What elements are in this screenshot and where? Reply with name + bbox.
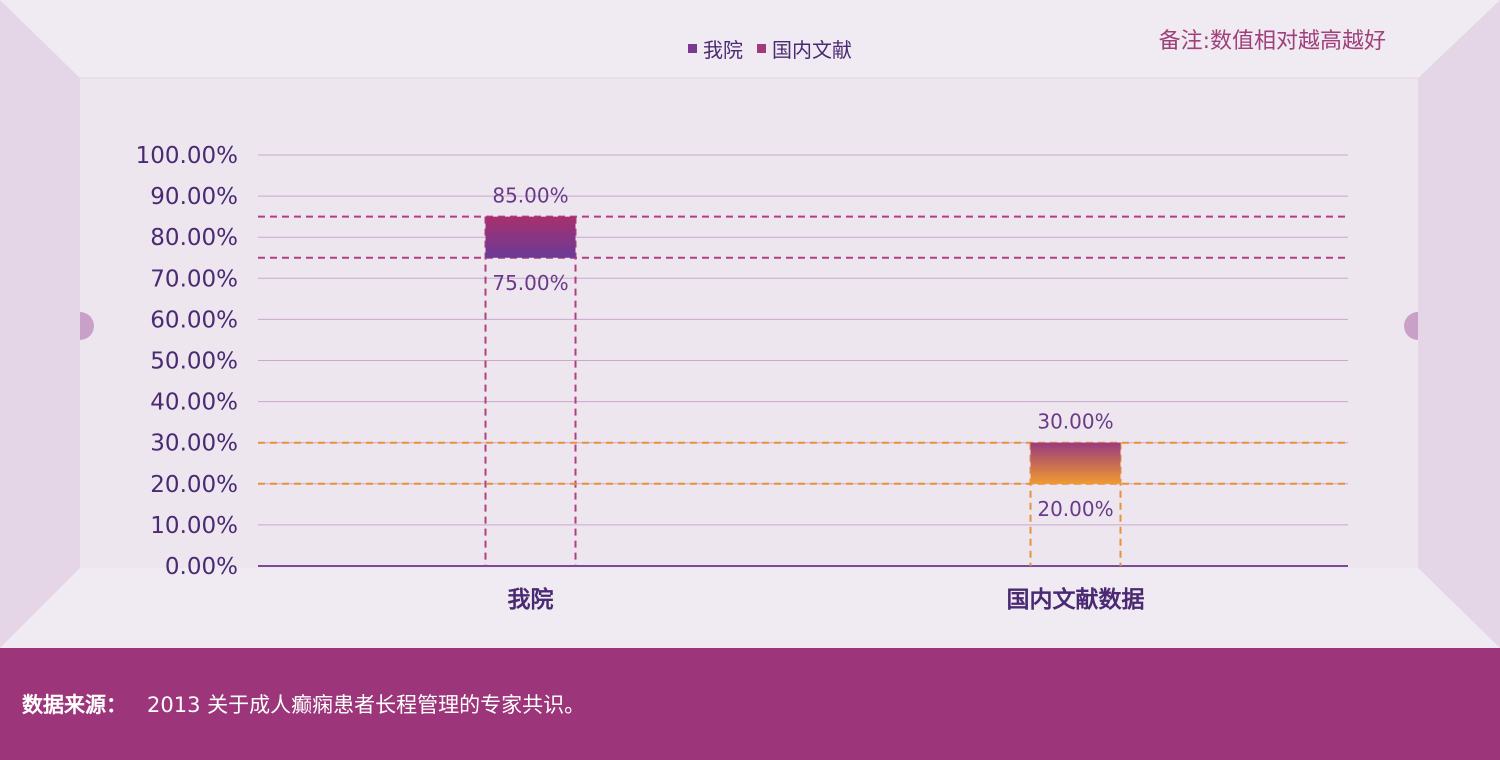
range-bar [1030, 442, 1121, 484]
x-category-label: 国内文献数据 [1007, 586, 1145, 613]
y-tick-label: 80.00% [150, 225, 238, 251]
left-notch-icon [80, 312, 94, 340]
y-tick-label: 0.00% [165, 554, 238, 580]
chart-note: 备注:数值相对越高越好 [1158, 29, 1386, 54]
legend-label-literature: 国内文献 [772, 38, 852, 62]
y-tick-label: 30.00% [150, 431, 238, 457]
legend-swatch-literature [757, 44, 766, 53]
data-label-low: 20.00% [1037, 497, 1113, 521]
y-tick-label: 100.00% [136, 143, 238, 169]
y-tick-label: 60.00% [150, 307, 238, 333]
data-source-footer: 数据来源： 2013 关于成人癫痫患者长程管理的专家共识。 [0, 648, 1500, 760]
y-tick-label: 10.00% [150, 513, 238, 539]
legend-swatch-hospital [688, 44, 697, 53]
y-tick-label: 50.00% [150, 349, 238, 375]
chart-legend: 我院 国内文献 [688, 34, 866, 63]
background-frame [0, 0, 1500, 648]
y-tick-label: 90.00% [150, 184, 238, 210]
data-source-text: 2013 关于成人癫痫患者长程管理的专家共识。 [147, 693, 586, 717]
data-label-low: 75.00% [492, 271, 568, 295]
legend-label-hospital: 我院 [703, 38, 743, 62]
range-bar [485, 216, 576, 258]
right-notch-icon [1404, 312, 1418, 340]
y-tick-label: 70.00% [150, 266, 238, 292]
y-tick-label: 20.00% [150, 472, 238, 498]
data-source-label: 数据来源： [22, 693, 127, 717]
y-tick-label: 40.00% [150, 390, 238, 416]
legend-item-literature: 国内文献 [757, 34, 852, 63]
legend-item-hospital: 我院 [688, 34, 743, 63]
x-category-label: 我院 [508, 586, 554, 613]
data-label-high: 85.00% [492, 184, 568, 208]
range-bar-chart: 0.00% 10.00% 20.00% 30.00% 40.00% 50.00% 60.00… [136, 143, 1348, 613]
data-label-high: 30.00% [1037, 410, 1113, 434]
